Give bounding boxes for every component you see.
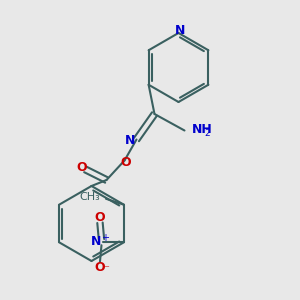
- Text: +: +: [101, 233, 110, 243]
- Text: O: O: [76, 160, 87, 174]
- Text: N: N: [175, 23, 185, 37]
- Text: N: N: [91, 235, 101, 248]
- Text: N: N: [125, 134, 135, 147]
- Text: O: O: [95, 211, 105, 224]
- Text: ⁻: ⁻: [103, 264, 109, 274]
- Text: O: O: [95, 261, 105, 274]
- Text: O: O: [121, 155, 131, 169]
- Text: NH: NH: [192, 122, 213, 136]
- Text: CH₃: CH₃: [80, 192, 101, 202]
- Text: 2: 2: [204, 129, 210, 138]
